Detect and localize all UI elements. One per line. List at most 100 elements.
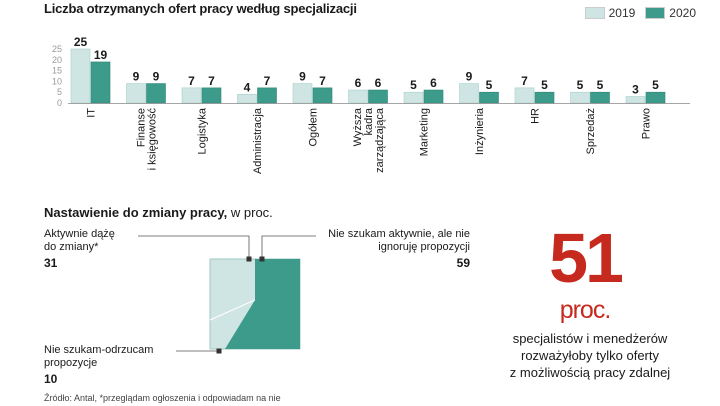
bar-value-label: 3 xyxy=(632,83,639,97)
highlight-line3: z możliwością pracy zdalnej xyxy=(509,365,671,380)
bar-2020 xyxy=(257,87,277,104)
bar-2019 xyxy=(403,91,424,104)
bar-value-label: 5 xyxy=(486,78,493,92)
bar-value-label: 6 xyxy=(430,76,437,90)
chart-title: Liczba otrzymanych ofert pracy według sp… xyxy=(44,1,357,16)
label-active-value: 31 xyxy=(44,256,58,270)
bar-value-label: 5 xyxy=(410,78,417,92)
bar-2019 xyxy=(625,96,646,104)
bar-value-label: 7 xyxy=(319,74,326,88)
category-label: Logistyka xyxy=(197,107,209,154)
bar-2019 xyxy=(570,91,590,104)
bar-value-label: 7 xyxy=(264,74,271,88)
category-label: Ogółem xyxy=(308,108,320,147)
y-tick-label: 0 xyxy=(57,98,62,108)
bar-2020 xyxy=(423,89,444,104)
label-passive: Nie szukam aktywnie, ale nie ignoruję pr… xyxy=(328,228,470,270)
y-tick-label: 15 xyxy=(52,66,62,76)
bar-value-label: 9 xyxy=(133,70,140,84)
category-label: zarządzająca xyxy=(374,107,386,173)
bar-value-label: 7 xyxy=(208,74,215,88)
bar-2019 xyxy=(126,83,146,104)
category-label: Wyższa xyxy=(352,107,364,146)
attitude-heading-bold: Nastawienie do zmiany pracy, xyxy=(44,205,228,220)
y-tick-label: 10 xyxy=(52,76,62,86)
category-label: i księgowość xyxy=(147,108,159,171)
bar-2020 xyxy=(645,91,666,104)
bar-value-label: 7 xyxy=(188,74,195,88)
bar-2019 xyxy=(459,83,479,104)
legend-item-2020: 2020 xyxy=(645,6,696,20)
bar-2019 xyxy=(348,89,368,104)
bar-2019 xyxy=(237,94,257,104)
marker-active xyxy=(246,256,252,262)
leader-passive xyxy=(261,235,316,259)
y-tick-label: 20 xyxy=(52,55,62,65)
bar-value-label: 5 xyxy=(652,78,659,92)
bar-2020 xyxy=(201,87,222,104)
category-label: Marketing xyxy=(419,108,431,156)
bar-value-label: 19 xyxy=(94,48,108,62)
attitude-divider-reject xyxy=(209,299,256,321)
marker-passive xyxy=(259,256,265,262)
category-label: Finanse xyxy=(136,108,148,147)
label-active-line2: do zmiany* xyxy=(44,241,99,253)
label-passive-value: 59 xyxy=(456,256,470,270)
y-tick-label: 25 xyxy=(52,44,62,54)
attitude-heading-rest: w proc. xyxy=(227,205,273,220)
legend-swatch-2019 xyxy=(584,7,605,19)
label-reject-value: 10 xyxy=(44,372,58,386)
label-passive-line1: Nie szukam aktywnie, ale nie xyxy=(328,228,470,240)
label-active: Aktywnie dążę do zmiany* 31 xyxy=(44,228,115,270)
highlight-line1: specjalistów i menedżerów xyxy=(512,331,668,346)
attitude-heading: Nastawienie do zmiany pracy, w proc. xyxy=(44,205,273,220)
bar-2019 xyxy=(70,48,91,104)
highlight-number: 51 xyxy=(549,219,624,297)
label-reject-line1: Nie szukam-odrzucam xyxy=(44,344,154,356)
bar-2020 xyxy=(312,87,333,104)
bar-value-label: 9 xyxy=(466,70,473,84)
bar-value-label: 9 xyxy=(299,70,306,84)
category-label: IT xyxy=(86,108,98,118)
category-label: Administracja xyxy=(252,107,264,174)
bar-2020 xyxy=(479,91,499,104)
bar-2020 xyxy=(146,83,166,104)
bar-2019 xyxy=(514,87,535,104)
leader-active xyxy=(138,235,250,259)
bar-2020 xyxy=(590,91,610,104)
bar-2020 xyxy=(368,89,388,104)
bar-2019 xyxy=(181,87,202,104)
bar-2020 xyxy=(534,91,555,104)
category-label: Prawo xyxy=(641,108,653,139)
bar-value-label: 4 xyxy=(244,80,251,94)
label-passive-line2: ignoruję propozycji xyxy=(378,241,470,253)
bar-value-label: 6 xyxy=(375,76,382,90)
highlight-line2: rozważyłoby tylko oferty xyxy=(521,348,659,363)
bar-value-label: 5 xyxy=(541,78,548,92)
bar-value-label: 7 xyxy=(521,74,528,88)
bar-value-label: 5 xyxy=(577,78,584,92)
bar-value-label: 5 xyxy=(597,78,604,92)
legend-label-2019: 2019 xyxy=(608,6,636,20)
source-note: Źródło: Antal, *przeglądam ogłoszenia i … xyxy=(44,393,281,403)
y-tick-label: 5 xyxy=(57,87,62,97)
bar-2020 xyxy=(90,61,111,104)
category-label: HR xyxy=(530,108,542,124)
highlight-description: specjalistów i menedżerów rozważyłoby ty… xyxy=(480,330,700,381)
bar-value-label: 9 xyxy=(153,70,160,84)
attitude-share-passive xyxy=(225,259,300,349)
label-active-line1: Aktywnie dążę xyxy=(44,228,115,240)
bar-2019 xyxy=(292,83,313,104)
category-label: Inżynieria xyxy=(474,107,486,155)
bar-value-label: 6 xyxy=(355,76,362,90)
category-label: Sprzedaż xyxy=(585,108,597,154)
chart-legend: 2019 2020 xyxy=(584,6,696,20)
highlight-unit: proc. xyxy=(559,296,612,324)
label-reject: Nie szukam-odrzucam propozycje 10 xyxy=(44,344,153,386)
marker-reject xyxy=(216,348,222,354)
label-reject-line2: propozycje xyxy=(44,357,98,369)
category-label: kadra xyxy=(363,107,375,135)
legend-label-2020: 2020 xyxy=(669,6,696,20)
